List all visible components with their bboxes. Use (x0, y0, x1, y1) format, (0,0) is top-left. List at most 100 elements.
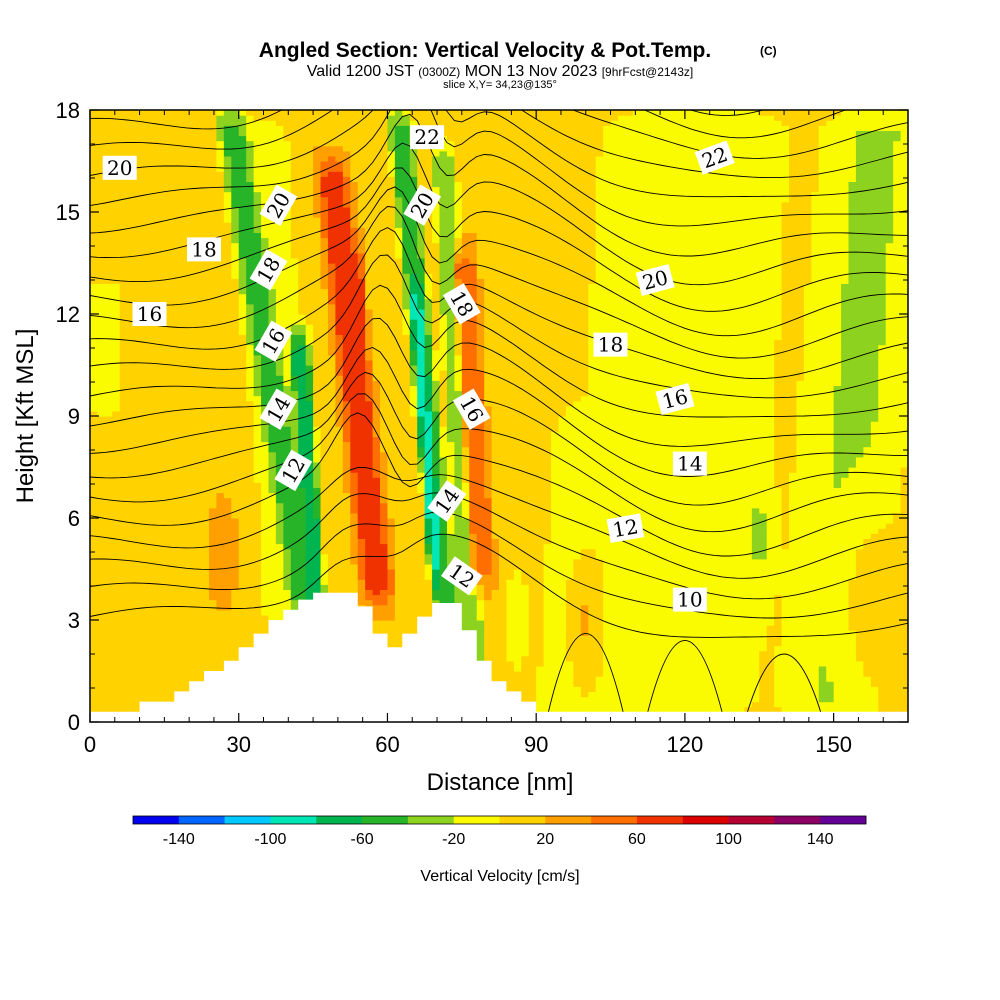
velocity-cell (774, 441, 798, 448)
velocity-cell (119, 283, 240, 290)
velocity-cell (461, 227, 597, 233)
velocity-cell (417, 227, 426, 233)
velocity-cell (417, 247, 426, 254)
velocity-cell (461, 278, 478, 284)
velocity-cell (781, 706, 879, 713)
velocity-cell (409, 283, 426, 290)
velocity-cell (246, 140, 255, 147)
velocity-cell (357, 212, 396, 218)
velocity-cell (432, 293, 441, 300)
velocity-cell (253, 303, 270, 310)
velocity-cell (870, 421, 908, 427)
velocity-cell (238, 543, 262, 550)
velocity-cell (551, 477, 775, 483)
velocity-cell (313, 150, 351, 157)
velocity-cell (90, 650, 270, 657)
velocity-cell (253, 354, 262, 361)
velocity-cell (439, 191, 455, 198)
velocity-cell (833, 441, 872, 448)
velocity-cell (774, 431, 798, 437)
velocity-cell (893, 212, 908, 218)
velocity-cell (439, 263, 455, 269)
velocity-cell (841, 359, 879, 366)
copyright-mark: (C) (760, 44, 777, 58)
x-tick-label: 60 (375, 732, 399, 757)
velocity-cell (268, 451, 277, 458)
velocity-cell (484, 344, 589, 351)
velocity-cell (313, 339, 329, 346)
velocity-cell (387, 451, 418, 458)
velocity-cell (461, 324, 478, 330)
velocity-cell (246, 125, 284, 131)
velocity-cell (439, 579, 455, 585)
velocity-cell (387, 569, 396, 575)
contour-label-bg (259, 184, 298, 226)
velocity-cell (357, 217, 396, 223)
velocity-cell (454, 140, 604, 147)
velocity-cell (439, 548, 448, 555)
velocity-cell (439, 247, 455, 254)
velocity-cell (409, 171, 418, 177)
velocity-cell (454, 166, 597, 172)
velocity-cell (476, 308, 485, 315)
velocity-cell (424, 375, 433, 381)
velocity-cell (551, 528, 753, 534)
velocity-cell (499, 579, 508, 585)
velocity-cell (863, 543, 908, 550)
velocity-cell (484, 604, 508, 611)
velocity-cell (446, 518, 455, 524)
velocity-cell (432, 558, 441, 565)
velocity-cell (454, 191, 463, 198)
velocity-cell (342, 181, 351, 188)
velocity-cell (417, 298, 426, 305)
velocity-cell (357, 594, 366, 601)
velocity-cell (491, 431, 552, 437)
velocity-cell (506, 599, 530, 606)
velocity-cell (424, 298, 433, 305)
velocity-cell (246, 339, 255, 346)
contour-label-bg (132, 302, 167, 326)
velocity-cell (774, 477, 790, 483)
velocity-cell (268, 303, 277, 310)
velocity-cell (238, 263, 247, 269)
velocity-cell (439, 375, 448, 381)
velocity-cell (484, 655, 508, 662)
velocity-cell (231, 273, 240, 279)
velocity-cell (603, 558, 857, 565)
velocity-cell (327, 319, 336, 325)
velocity-cell (543, 655, 567, 662)
velocity-cell (446, 472, 455, 478)
isentrope-line (90, 466, 908, 579)
velocity-cell (327, 237, 351, 244)
velocity-cell (246, 314, 255, 320)
velocity-cell (261, 569, 284, 575)
velocity-cell (365, 390, 374, 397)
velocity-cell (90, 528, 210, 534)
velocity-cell (327, 308, 336, 315)
velocity-cell (848, 268, 887, 274)
velocity-cell (261, 497, 277, 504)
velocity-cell (603, 569, 857, 575)
velocity-cell (774, 344, 805, 351)
velocity-cell (409, 410, 418, 417)
velocity-cell (439, 278, 455, 284)
velocity-cell (484, 640, 508, 647)
velocity-cell (320, 533, 351, 539)
velocity-cell (357, 186, 396, 193)
velocity-cell (565, 410, 775, 417)
velocity-cell (417, 319, 426, 325)
velocity-cell (238, 538, 262, 545)
velocity-cell (417, 456, 426, 463)
velocity-cell (313, 186, 322, 193)
velocity-cell (439, 385, 448, 392)
velocity-cell (506, 655, 522, 662)
velocity-cell (387, 482, 418, 488)
velocity-cell (432, 400, 441, 407)
velocity-cell (878, 365, 908, 371)
velocity-cell (253, 324, 270, 330)
velocity-cell (313, 385, 336, 392)
velocity-cell (409, 319, 418, 325)
velocity-cell (454, 604, 478, 611)
velocity-cell (275, 512, 284, 519)
velocity-cell (372, 354, 411, 361)
